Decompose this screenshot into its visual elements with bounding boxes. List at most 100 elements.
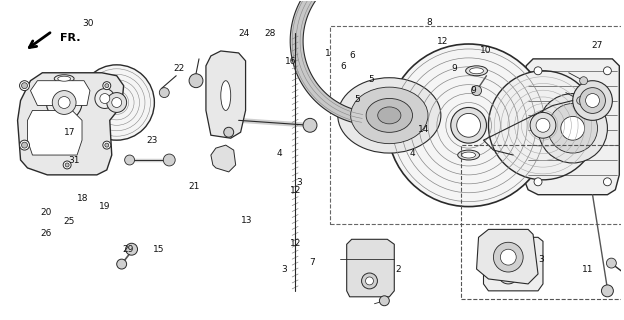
Text: 12: 12 bbox=[290, 239, 301, 248]
Text: 22: 22 bbox=[173, 63, 185, 73]
Text: 9: 9 bbox=[451, 63, 457, 73]
Circle shape bbox=[103, 141, 111, 149]
Text: 28: 28 bbox=[264, 29, 276, 38]
Circle shape bbox=[580, 77, 588, 85]
Text: 11: 11 bbox=[582, 265, 593, 274]
Text: 2: 2 bbox=[396, 265, 401, 274]
Circle shape bbox=[79, 65, 154, 140]
Circle shape bbox=[379, 296, 389, 306]
Circle shape bbox=[65, 163, 69, 167]
Text: 16: 16 bbox=[285, 57, 296, 66]
Circle shape bbox=[500, 249, 516, 265]
Ellipse shape bbox=[462, 152, 475, 158]
Circle shape bbox=[472, 86, 482, 96]
Text: 4: 4 bbox=[409, 149, 415, 158]
Circle shape bbox=[530, 112, 556, 138]
Text: 8: 8 bbox=[427, 18, 432, 27]
Circle shape bbox=[105, 143, 109, 147]
Circle shape bbox=[603, 67, 612, 75]
Circle shape bbox=[52, 91, 76, 114]
Text: 30: 30 bbox=[82, 19, 94, 28]
Circle shape bbox=[366, 277, 373, 285]
Polygon shape bbox=[347, 239, 394, 297]
Circle shape bbox=[607, 258, 617, 268]
Circle shape bbox=[494, 242, 523, 272]
Ellipse shape bbox=[458, 150, 479, 160]
Circle shape bbox=[303, 118, 317, 132]
Ellipse shape bbox=[221, 81, 231, 110]
Circle shape bbox=[100, 93, 110, 103]
Text: 20: 20 bbox=[41, 208, 52, 217]
Circle shape bbox=[534, 178, 542, 186]
Circle shape bbox=[105, 84, 109, 88]
Text: 29: 29 bbox=[122, 245, 134, 254]
Circle shape bbox=[103, 82, 111, 90]
Circle shape bbox=[573, 81, 612, 120]
Text: 19: 19 bbox=[99, 203, 110, 212]
Text: 25: 25 bbox=[64, 217, 76, 226]
Circle shape bbox=[125, 155, 135, 165]
Text: 9: 9 bbox=[470, 86, 475, 95]
Text: 23: 23 bbox=[147, 136, 158, 146]
Polygon shape bbox=[31, 81, 90, 106]
Ellipse shape bbox=[54, 75, 74, 83]
Text: 6: 6 bbox=[349, 51, 355, 60]
Text: FR.: FR. bbox=[60, 33, 80, 43]
Ellipse shape bbox=[338, 78, 441, 153]
Ellipse shape bbox=[366, 99, 412, 132]
Circle shape bbox=[95, 89, 115, 108]
Circle shape bbox=[603, 178, 612, 186]
Circle shape bbox=[189, 74, 203, 88]
Circle shape bbox=[489, 71, 598, 180]
Ellipse shape bbox=[470, 68, 484, 74]
Text: 3: 3 bbox=[538, 255, 544, 264]
Text: 5: 5 bbox=[354, 95, 360, 104]
Text: 21: 21 bbox=[189, 182, 200, 191]
Circle shape bbox=[388, 44, 550, 207]
Circle shape bbox=[361, 273, 378, 289]
Circle shape bbox=[19, 140, 29, 150]
Circle shape bbox=[58, 97, 70, 108]
Polygon shape bbox=[477, 229, 538, 284]
Text: 18: 18 bbox=[77, 194, 89, 203]
Circle shape bbox=[63, 161, 71, 169]
Ellipse shape bbox=[351, 87, 428, 144]
Circle shape bbox=[117, 259, 127, 269]
Text: 3: 3 bbox=[281, 265, 287, 274]
Text: 31: 31 bbox=[68, 156, 80, 164]
Polygon shape bbox=[290, 0, 363, 124]
Circle shape bbox=[548, 103, 598, 153]
Text: 26: 26 bbox=[41, 229, 52, 238]
Circle shape bbox=[125, 243, 137, 255]
Circle shape bbox=[163, 154, 175, 166]
Circle shape bbox=[585, 93, 600, 108]
PathPatch shape bbox=[524, 59, 619, 195]
Polygon shape bbox=[17, 73, 124, 175]
Circle shape bbox=[561, 116, 585, 140]
Text: 6: 6 bbox=[340, 62, 346, 71]
Text: 12: 12 bbox=[290, 186, 301, 195]
Text: 7: 7 bbox=[309, 258, 315, 267]
Circle shape bbox=[224, 127, 233, 137]
Polygon shape bbox=[211, 145, 236, 172]
Circle shape bbox=[22, 83, 27, 89]
Text: 1: 1 bbox=[324, 49, 330, 58]
Ellipse shape bbox=[378, 107, 401, 124]
Polygon shape bbox=[484, 237, 543, 291]
Circle shape bbox=[19, 81, 29, 91]
Text: 12: 12 bbox=[437, 37, 449, 46]
Text: 10: 10 bbox=[479, 46, 491, 55]
Text: 3: 3 bbox=[297, 178, 303, 187]
Text: 17: 17 bbox=[64, 128, 76, 137]
Circle shape bbox=[602, 285, 613, 297]
Circle shape bbox=[22, 142, 27, 148]
Text: 5: 5 bbox=[368, 75, 374, 84]
Circle shape bbox=[499, 264, 518, 284]
Text: 15: 15 bbox=[153, 245, 164, 254]
Circle shape bbox=[534, 67, 542, 75]
Circle shape bbox=[451, 108, 487, 143]
Circle shape bbox=[46, 85, 82, 120]
Polygon shape bbox=[27, 110, 82, 155]
Circle shape bbox=[112, 98, 122, 108]
Polygon shape bbox=[206, 51, 246, 138]
